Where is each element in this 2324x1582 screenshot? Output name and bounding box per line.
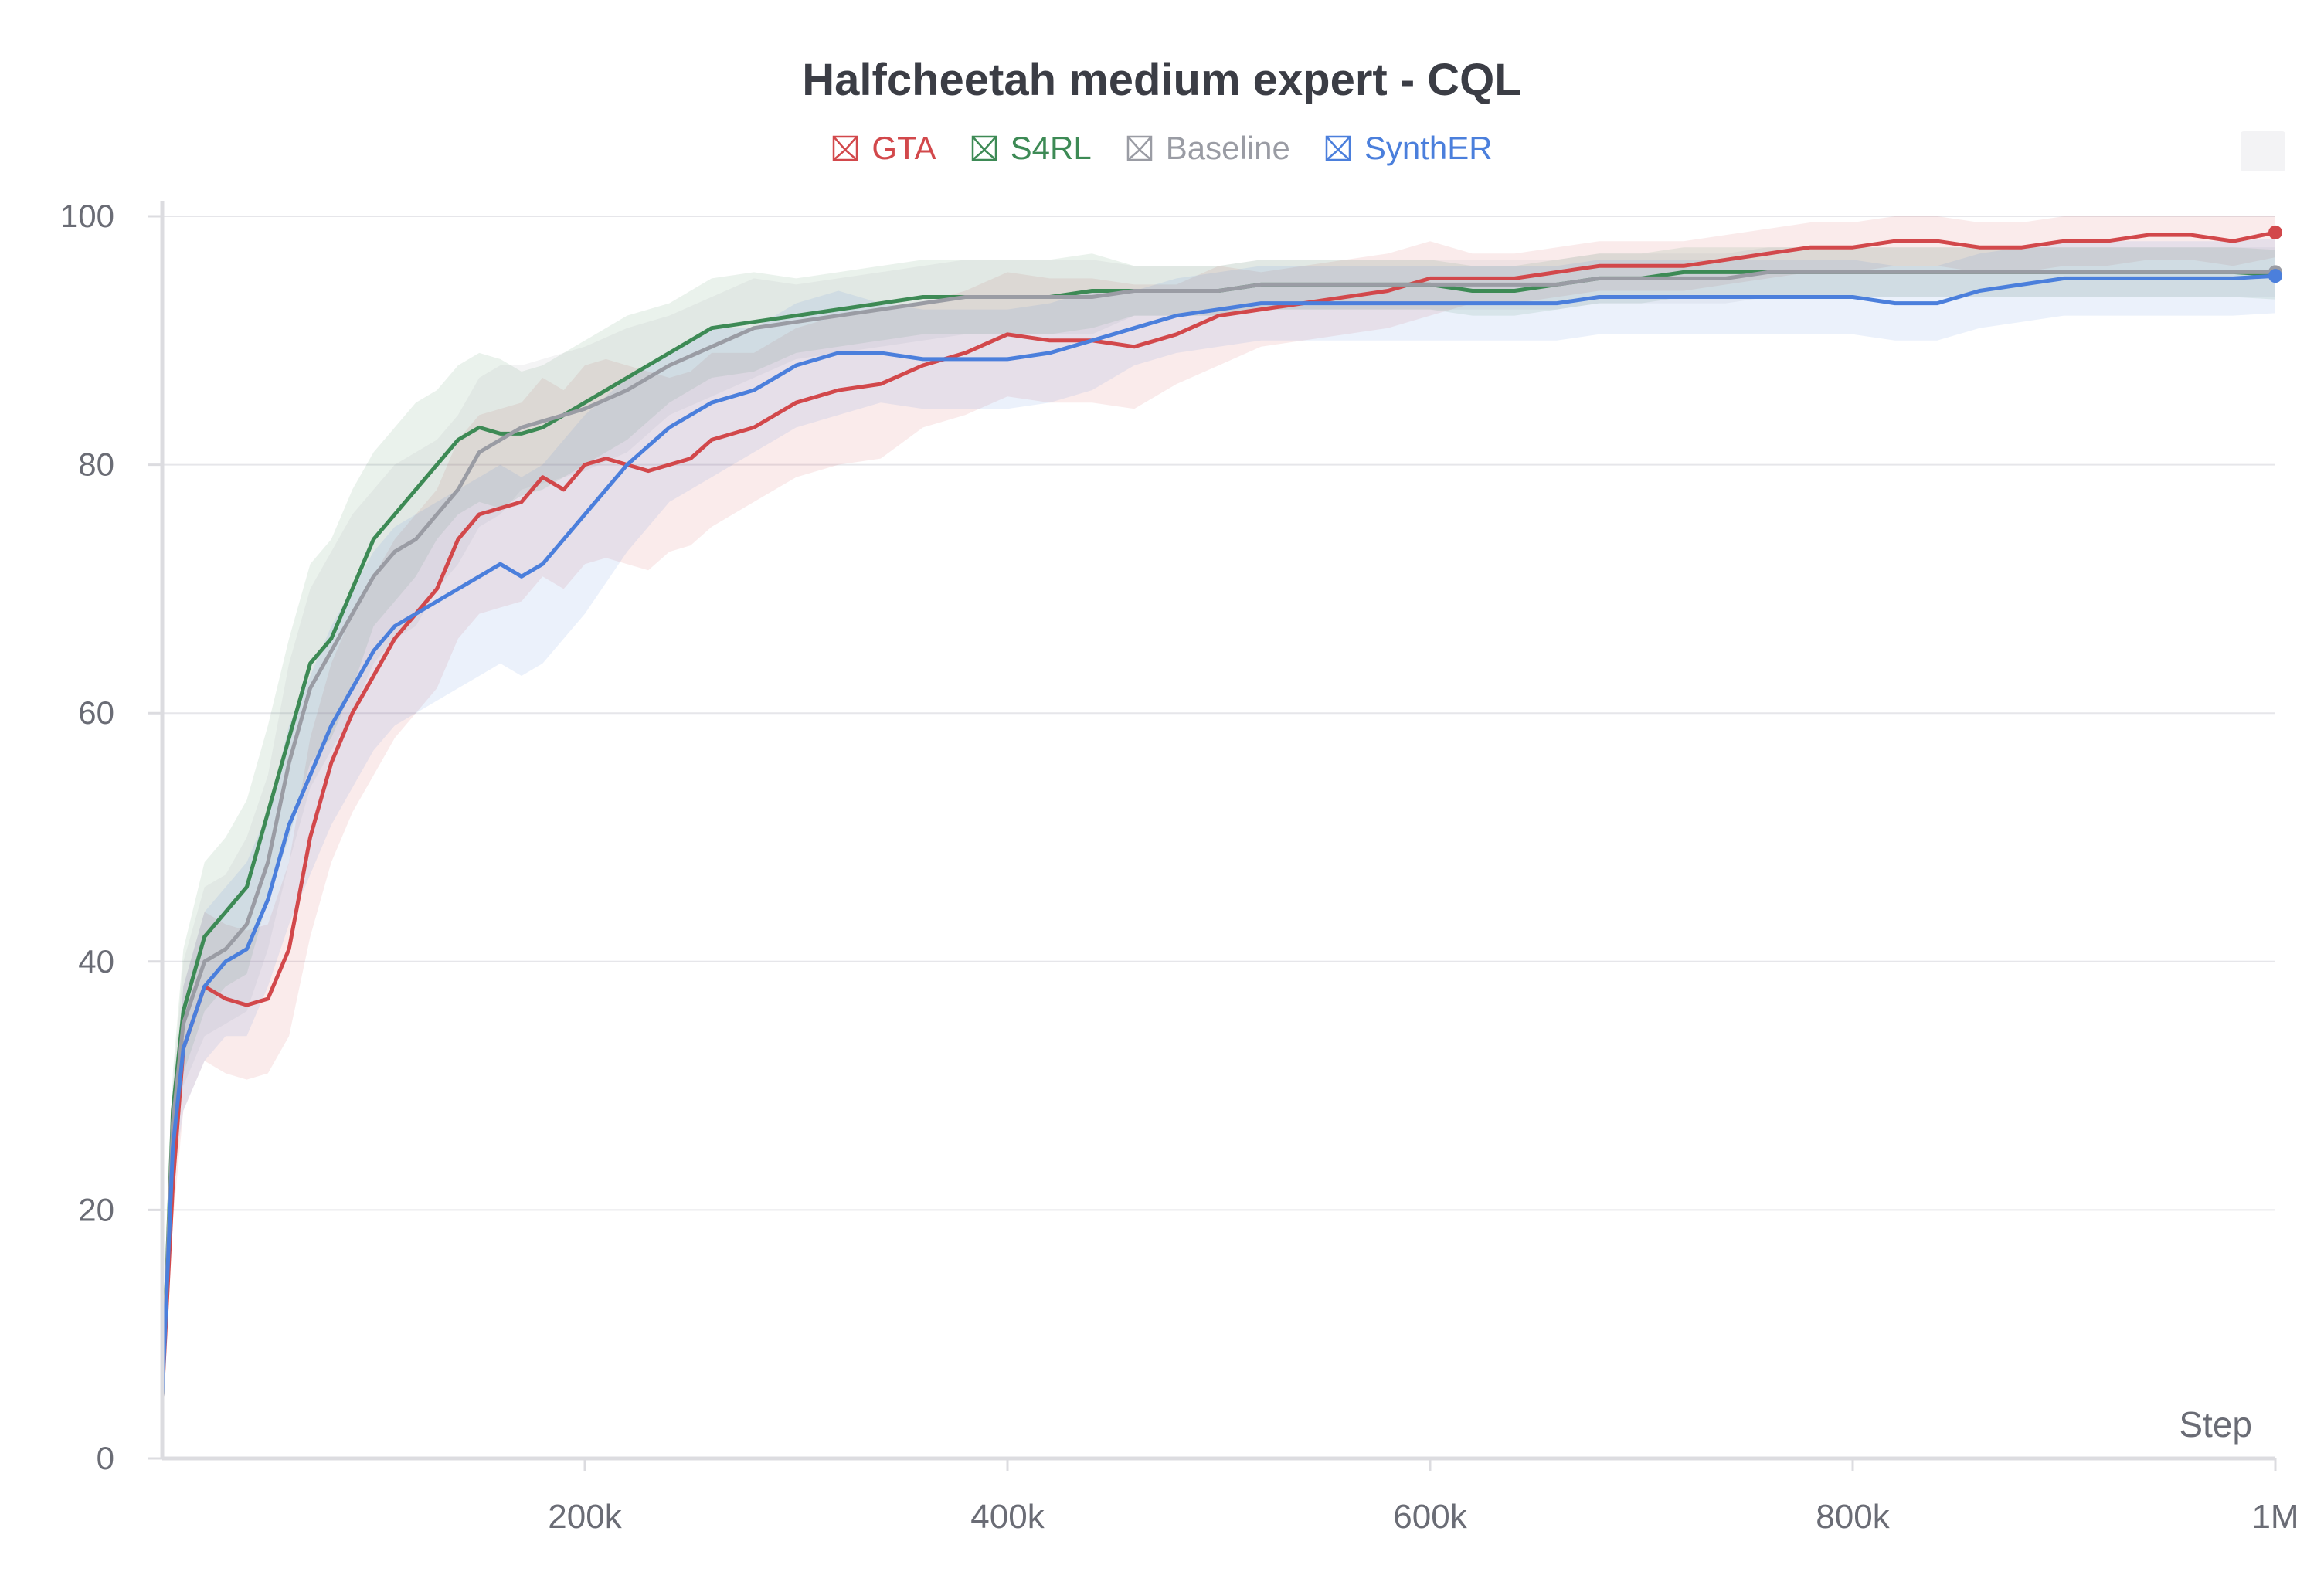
axes: 0 20 40 60 80 100 200k 400k 600k 800k 1M Step bbox=[60, 198, 2299, 1536]
series-line-baseline bbox=[160, 270, 2278, 1399]
legend-item-synther[interactable]: SynthER bbox=[1324, 130, 1493, 167]
x-tick-label: 1M bbox=[2251, 1498, 2299, 1536]
legend-swatch-icon bbox=[1126, 135, 1152, 161]
chart-title: Halfcheetah medium expert - CQL bbox=[802, 55, 1522, 105]
y-tick-label: 20 bbox=[78, 1191, 114, 1227]
series-line-gta bbox=[160, 230, 2278, 1399]
series-endpoint-synther bbox=[2268, 269, 2282, 283]
legend-swatch-icon bbox=[833, 135, 858, 161]
x-tick-label: 800k bbox=[1816, 1498, 1890, 1536]
legend-label: GTA bbox=[872, 130, 936, 166]
legend-swatch-icon bbox=[971, 135, 997, 161]
series-endpoint-gta bbox=[2268, 225, 2282, 239]
series-lines bbox=[160, 225, 2282, 1399]
gridlines bbox=[162, 216, 2275, 1211]
y-tick-label: 100 bbox=[60, 198, 114, 234]
y-tick-label: 60 bbox=[78, 694, 114, 731]
legend-item-gta[interactable]: GTA bbox=[831, 130, 936, 167]
x-tick-label: 200k bbox=[548, 1498, 622, 1536]
legend-label: SynthER bbox=[1364, 130, 1493, 166]
legend: GTA S4RL Baseline SynthER bbox=[0, 125, 2324, 171]
x-axis-label: Step bbox=[2179, 1404, 2252, 1445]
legend-label: Baseline bbox=[1165, 130, 1290, 166]
legend-label: S4RL bbox=[1010, 130, 1092, 166]
confidence-bands bbox=[162, 216, 2275, 1397]
x-tick-label: 600k bbox=[1393, 1498, 1467, 1536]
legend-options-button[interactable] bbox=[2241, 131, 2285, 171]
legend-item-s4rl[interactable]: S4RL bbox=[970, 130, 1092, 167]
y-tick-label: 40 bbox=[78, 943, 114, 979]
y-tick-label: 0 bbox=[97, 1440, 114, 1476]
y-tick-label: 80 bbox=[78, 446, 114, 483]
legend-item-baseline[interactable]: Baseline bbox=[1126, 130, 1290, 167]
legend-swatch-icon bbox=[1325, 135, 1351, 161]
band-gta bbox=[162, 216, 2275, 1397]
band-baseline bbox=[162, 247, 2275, 1397]
x-tick-label: 400k bbox=[970, 1498, 1045, 1536]
series-line-synther bbox=[160, 273, 2278, 1399]
